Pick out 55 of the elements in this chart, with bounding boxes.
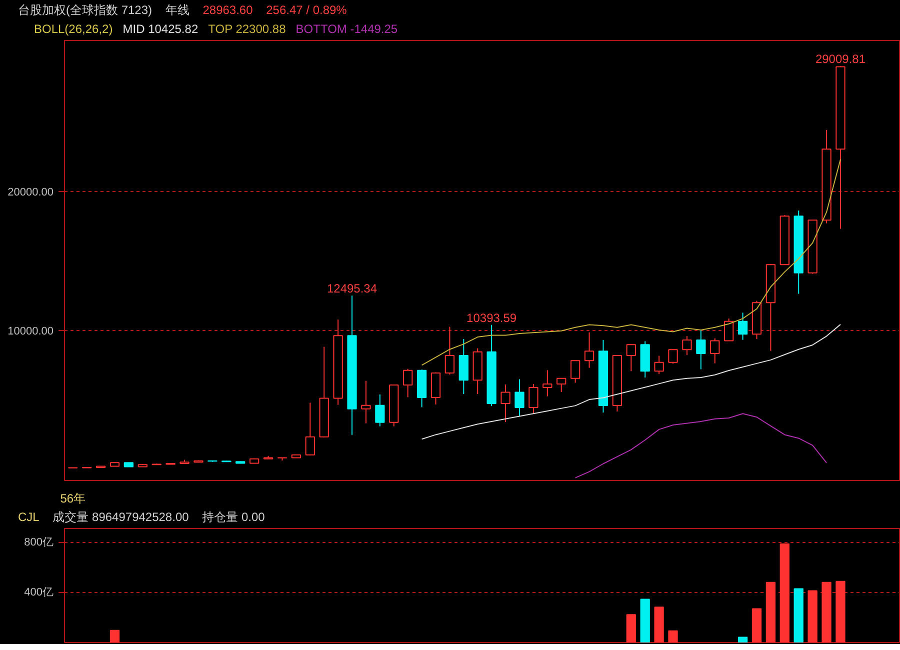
bar <box>794 588 804 642</box>
annotation: 12495.34 <box>326 282 378 296</box>
chart-title: 台股加权(全球指数 7123) <box>18 3 152 17</box>
bar <box>626 614 636 642</box>
line-series <box>421 324 841 440</box>
candlestick <box>542 370 552 397</box>
text: 28963.60 <box>202 3 253 17</box>
bar <box>780 543 790 642</box>
candlestick <box>305 402 315 456</box>
text: 256.47 / 0.89% <box>266 3 347 17</box>
y-tick-label: 10000.00 <box>8 325 54 338</box>
line-series <box>574 413 828 478</box>
annotation: 29009.81 <box>815 52 866 66</box>
candlestick <box>724 318 734 342</box>
candlestick <box>626 344 636 372</box>
candlestick <box>556 377 566 393</box>
y-tick-label: 400亿 <box>24 586 54 598</box>
text: BOTTOM -1449.25 <box>296 22 398 36</box>
chart-title: CJL <box>18 510 40 524</box>
bar <box>654 606 664 642</box>
bar <box>752 608 762 642</box>
candlestick <box>361 380 371 424</box>
y-tick-label: 800亿 <box>24 536 54 548</box>
text: 持仓量 0.00 <box>202 510 265 524</box>
text: 成交量 896497942528.00 <box>52 510 189 524</box>
legend-title: BOLL(26,26,2) <box>34 22 113 36</box>
annotation: 10393.59 <box>466 310 517 325</box>
text: TOP 22300.88 <box>208 22 286 36</box>
candlestick <box>403 368 413 398</box>
candlestick <box>584 332 594 368</box>
bar <box>110 630 120 642</box>
candlestick <box>375 394 385 427</box>
y-tick-label: 20000.00 <box>8 186 54 198</box>
bar <box>822 582 832 642</box>
candlestick <box>696 330 706 370</box>
candlestick <box>668 349 678 364</box>
bar <box>836 580 846 642</box>
candlestick <box>500 384 510 422</box>
candlestick <box>738 312 748 340</box>
text: MID 10425.82 <box>122 22 198 36</box>
line-series <box>421 158 841 366</box>
candlestick <box>570 360 580 384</box>
candlestick <box>710 338 720 364</box>
candlestick <box>444 326 455 376</box>
candlestick <box>528 383 538 414</box>
chart-subtitle: 年线 <box>165 3 190 17</box>
candlestick <box>654 355 664 375</box>
bar <box>808 590 818 642</box>
candlestick <box>682 336 692 356</box>
bar <box>738 636 748 642</box>
x-tick-label: 56年 <box>60 492 86 506</box>
bar <box>668 630 678 642</box>
bar <box>766 582 776 642</box>
bar <box>640 598 650 642</box>
candlestick <box>514 378 524 416</box>
